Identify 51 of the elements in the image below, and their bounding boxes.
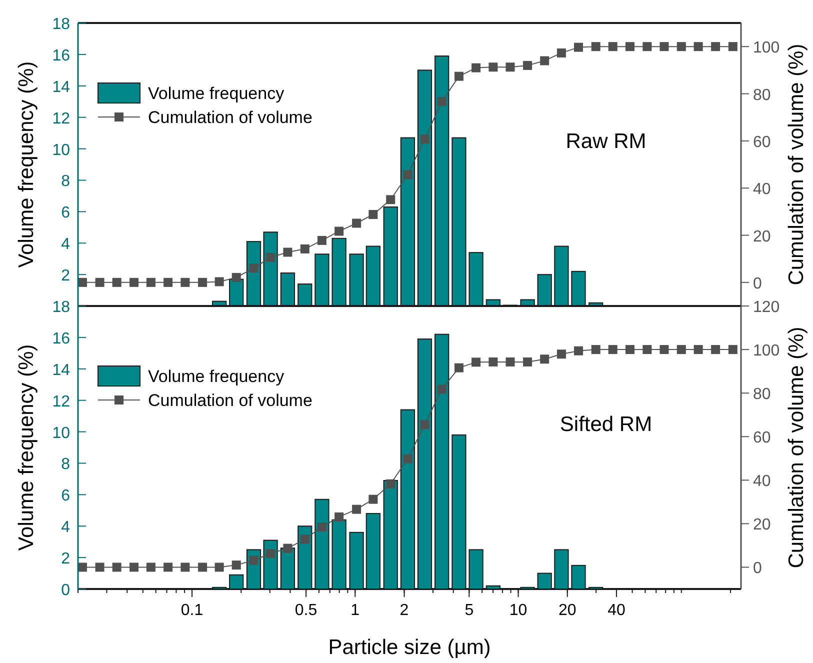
annotation: Sifted RM [560, 413, 652, 436]
annotation: Raw RM [566, 130, 646, 153]
x-tick-label: 40 [608, 602, 626, 619]
y2-tick-label: 20 [753, 516, 771, 534]
x-tick-label: 5 [464, 602, 474, 619]
y-tick-label: 14 [52, 78, 70, 96]
x-tick-label: 0.5 [294, 602, 318, 619]
y-tick-label: 6 [61, 488, 70, 505]
x-tick-label: 20 [558, 602, 576, 619]
y-tick-label: 12 [52, 393, 70, 410]
y-tick-label: 8 [61, 456, 70, 474]
y2-tick-label: 80 [753, 86, 771, 104]
y-tick-label: 0 [61, 582, 70, 599]
y2-tick-label: 80 [753, 386, 771, 404]
y-tick-label: 14 [52, 362, 70, 379]
y-tick-label: 6 [61, 204, 70, 222]
y2-tick-label: 100 [753, 342, 780, 360]
y2-tick-label: 60 [753, 134, 771, 151]
y-tick-label: 2 [61, 268, 70, 285]
x-tick-label: 0.1 [180, 602, 204, 619]
y-tick-label: 16 [52, 47, 70, 64]
y2-tick-label: 40 [753, 181, 771, 198]
y2-axis-title: Cumulation of volume (%) [785, 44, 808, 286]
y-tick-label: 12 [52, 110, 70, 128]
y2-tick-label: 100 [753, 40, 780, 57]
x-tick-label: 2 [400, 602, 409, 619]
y2-tick-label: 120 [753, 299, 780, 316]
y2-tick-label: 40 [753, 473, 771, 490]
y-tick-label: 4 [61, 236, 70, 254]
y-axis-title: Volume frequency (%) [15, 61, 38, 268]
legend-label: Volume frequency [148, 367, 285, 386]
y2-tick-label: 60 [753, 430, 771, 447]
y2-tick-label: 20 [753, 228, 771, 246]
legend-label: Volume frequency [148, 84, 285, 103]
y-tick-label: 4 [61, 519, 70, 536]
y2-tick-label: 0 [753, 560, 762, 578]
y2-axis-title: Cumulation of volume (%) [785, 326, 808, 568]
y-tick-label: 10 [52, 424, 70, 442]
y2-tick-label: 0 [753, 275, 762, 292]
y-axis-title: Volume frequency (%) [15, 344, 38, 551]
x-tick-label: 1 [350, 602, 360, 619]
y-tick-label: 18 [52, 16, 70, 33]
y-tick-label: 10 [52, 142, 70, 159]
y-tick-label: 18 [52, 299, 70, 316]
y-tick-label: 16 [52, 330, 70, 348]
legend-label: Cumulation of volume [148, 391, 312, 410]
x-tick-label: 10 [509, 602, 528, 619]
y-tick-label: 2 [61, 550, 70, 568]
y-tick-label: 8 [61, 173, 70, 190]
legend-label: Cumulation of volume [148, 108, 312, 127]
x-axis-title: Particle size (µm) [328, 636, 491, 659]
